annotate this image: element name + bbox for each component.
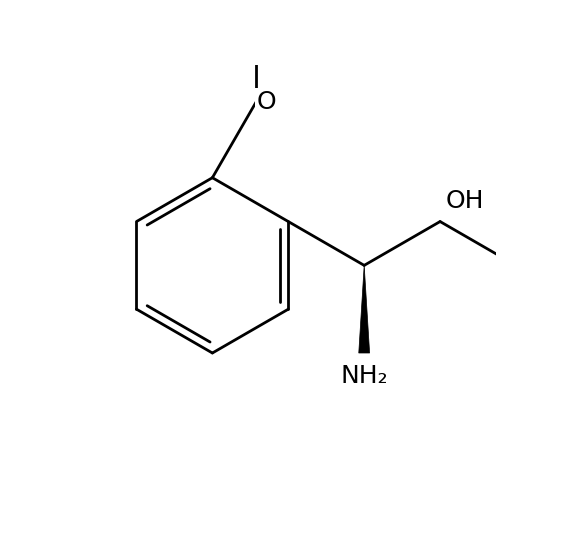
Text: O: O [257,90,277,114]
Polygon shape [359,266,370,353]
Text: NH₂: NH₂ [341,364,388,388]
Text: OH: OH [446,189,484,212]
